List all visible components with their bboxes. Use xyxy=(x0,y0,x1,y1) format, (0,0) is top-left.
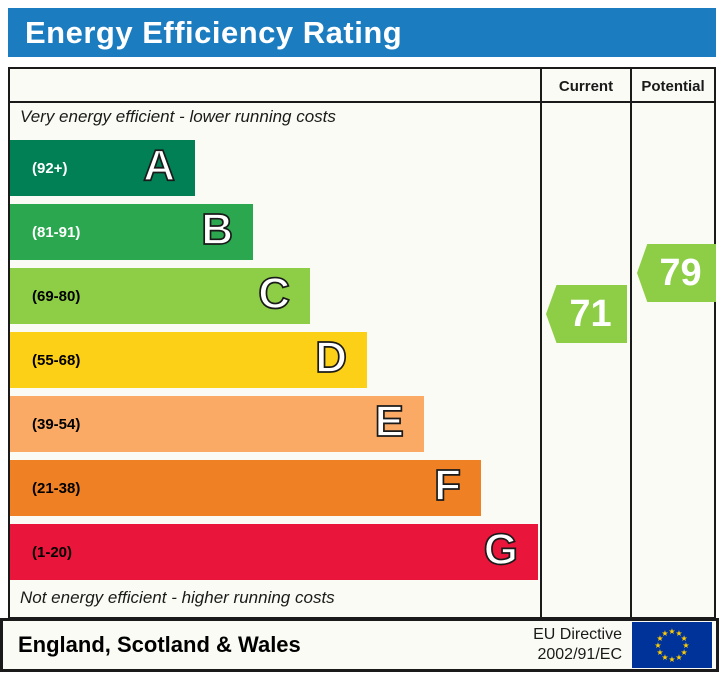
svg-text:★: ★ xyxy=(668,627,675,636)
band-letter: B xyxy=(200,205,233,255)
svg-text:★: ★ xyxy=(681,648,688,657)
eu-directive-label: EU Directive 2002/91/EC xyxy=(533,625,622,665)
current-rating-arrow: 71 xyxy=(546,285,627,343)
band-range-label: (1-20) xyxy=(32,543,73,561)
svg-text:★: ★ xyxy=(656,634,663,643)
band-row-f: (21-38) F xyxy=(10,460,481,516)
potential-column-divider xyxy=(630,69,632,617)
title-bar: Energy Efficiency Rating xyxy=(8,8,716,57)
top-caption: Very energy efficient - lower running co… xyxy=(20,107,336,126)
band-row-d: (55-68) D xyxy=(10,332,367,388)
region-label: England, Scotland & Wales xyxy=(18,632,301,657)
current-column-header: Current xyxy=(558,77,614,95)
band-row-g: (1-20) G xyxy=(10,524,538,580)
page-title: Energy Efficiency Rating xyxy=(25,14,403,50)
band-row-c: (69-80) C xyxy=(10,268,310,324)
band-row-a: (92+) A xyxy=(10,140,195,196)
eu-directive-line2: 2002/91/EC xyxy=(537,646,622,663)
band-range-label: (92+) xyxy=(32,159,68,177)
band-row-e: (39-54) E xyxy=(10,396,424,452)
band-range-label: (81-91) xyxy=(32,223,81,241)
svg-text:★: ★ xyxy=(668,655,675,664)
band-letter: C xyxy=(257,269,290,319)
band-range-label: (21-38) xyxy=(32,479,81,497)
current-rating-value: 71 xyxy=(569,292,612,335)
band-row-b: (81-91) B xyxy=(10,204,253,260)
svg-text:★: ★ xyxy=(682,641,689,650)
table-header-row: Current Potential xyxy=(10,69,714,103)
eu-flag-icon: ★ ★ ★ ★ ★ ★ ★ ★ ★ ★ ★ ★ xyxy=(632,622,712,668)
rating-table: Current Potential Very energy efficient … xyxy=(8,67,716,619)
bottom-caption: Not energy efficient - higher running co… xyxy=(20,588,335,607)
potential-rating-value: 79 xyxy=(659,251,702,294)
band-letter: E xyxy=(374,397,405,447)
band-letter: D xyxy=(314,333,347,383)
svg-text:★: ★ xyxy=(656,648,663,657)
potential-column-header: Potential xyxy=(641,77,705,95)
footer-bar: England, Scotland & Wales EU Directive 2… xyxy=(0,618,719,672)
band-range-label: (69-80) xyxy=(32,287,81,305)
svg-text:★: ★ xyxy=(675,653,682,662)
current-column-divider xyxy=(540,69,542,617)
potential-rating-arrow: 79 xyxy=(637,244,716,302)
svg-text:★: ★ xyxy=(675,629,682,638)
rating-bands: (92+) A (81-91) B (69-80) C (55-68) D (3… xyxy=(10,140,540,588)
svg-text:★: ★ xyxy=(661,653,668,662)
svg-text:★: ★ xyxy=(681,634,688,643)
eu-directive-line1: EU Directive xyxy=(533,626,622,643)
band-range-label: (55-68) xyxy=(32,351,81,369)
band-letter: F xyxy=(433,461,462,511)
band-letter: A xyxy=(142,141,175,191)
band-range-label: (39-54) xyxy=(32,415,81,433)
band-letter: G xyxy=(483,525,519,575)
svg-text:★: ★ xyxy=(661,629,668,638)
svg-text:★: ★ xyxy=(654,641,661,650)
